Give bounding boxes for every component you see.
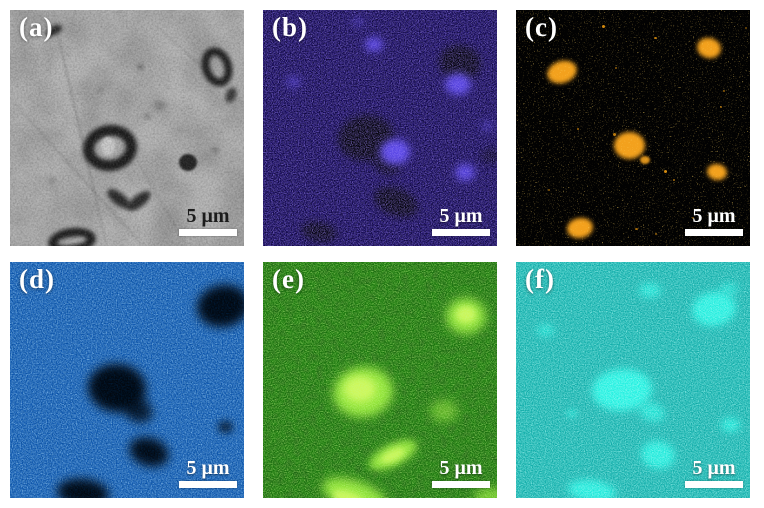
map-feature-feature: [720, 418, 740, 432]
panel-a-sem-micrograph: (a) 5 μm: [10, 10, 244, 246]
map-feature-speck: [720, 106, 722, 108]
map-feature-bright: [365, 36, 383, 52]
map-feature-core: [456, 305, 476, 323]
map-feature-feature: [640, 156, 650, 164]
map-feature-feature: [536, 323, 554, 337]
map-feature-feature: [179, 153, 197, 171]
map-feature-speck: [601, 24, 605, 28]
scale-bar-label-b: 5 μm: [439, 205, 483, 227]
map-feature-speck: [653, 37, 657, 39]
scale-bar-group-e: 5 μm: [430, 458, 492, 488]
scale-bar-label-a: 5 μm: [186, 205, 230, 227]
map-feature-feature: [720, 283, 738, 295]
map-feature-feature: [217, 421, 233, 433]
scale-bar-e: [432, 481, 490, 488]
scale-bar-group-c: 5 μm: [683, 206, 745, 236]
map-feature-bright: [352, 17, 364, 27]
map-feature-feature: [639, 282, 661, 298]
map-feature-bright: [285, 76, 301, 88]
scale-bar-group-d: 5 μm: [177, 458, 239, 488]
map-feature-feature: [46, 224, 98, 246]
scale-bar-label-e: 5 μm: [439, 457, 483, 479]
map-feature-bright: [480, 121, 494, 131]
panel-f-eds-map: (f) 5 μm: [516, 262, 750, 498]
scale-bar-b: [432, 229, 490, 236]
panel-e-eds-map: (e) 5 μm: [263, 262, 497, 498]
micrograph-canvas-e: (e) 5 μm: [263, 262, 497, 498]
scale-bar-a: [179, 229, 237, 236]
map-feature-feature: [566, 476, 618, 498]
map-feature-speck: [612, 132, 616, 136]
scale-bar-d: [179, 481, 237, 488]
scale-bar-f: [685, 481, 743, 488]
map-feature-feature: [474, 487, 497, 498]
map-feature-feature: [544, 56, 580, 88]
map-feature-feature: [49, 177, 55, 183]
map-feature-core: [344, 376, 376, 402]
map-feature-speck: [745, 27, 747, 29]
map-feature-feature: [124, 187, 154, 215]
map-feature-feature: [480, 148, 497, 164]
map-feature-feature: [369, 180, 423, 224]
map-feature-feature: [136, 64, 144, 70]
map-feature-feature: [196, 43, 238, 91]
map-feature-feature: [143, 113, 151, 119]
scale-bar-c: [685, 229, 743, 236]
map-feature-feature: [566, 408, 578, 418]
map-feature-feature: [694, 35, 724, 61]
map-feature-bright: [380, 139, 410, 165]
panel-label-d: (d): [19, 264, 55, 294]
scale-bar-group-a: 5 μm: [177, 206, 239, 236]
micrograph-canvas-d: (d) 5 μm: [10, 262, 244, 498]
map-feature-bright: [445, 73, 471, 95]
map-feature-feature: [211, 147, 219, 153]
map-feature-line: [10, 99, 154, 246]
map-feature-bright: [455, 163, 475, 181]
panel-label-c: (c): [525, 12, 558, 42]
map-feature-feature: [193, 280, 244, 332]
micrograph-canvas-f: (f) 5 μm: [516, 262, 750, 498]
scale-bar-label-d: 5 μm: [186, 457, 230, 479]
map-feature-speck: [723, 90, 725, 92]
panel-b-eds-map: (b) 5 μm: [263, 10, 497, 246]
map-feature-speck: [655, 233, 657, 235]
panel-c-eds-map: (c) 5 μm: [516, 10, 750, 246]
scale-bar-label-f: 5 μm: [692, 457, 736, 479]
map-feature-speck: [634, 228, 638, 230]
map-feature-core: [101, 137, 115, 155]
scale-bar-label-c: 5 μm: [692, 205, 736, 227]
micrograph-canvas-b: (b) 5 μm: [263, 10, 497, 246]
map-feature-speck: [673, 179, 675, 181]
panel-label-a: (a): [19, 12, 54, 42]
micrograph-canvas-c: (c) 5 μm: [516, 10, 750, 246]
map-feature-feature: [299, 219, 339, 245]
map-feature-feature: [154, 100, 166, 110]
scale-bar-group-b: 5 μm: [430, 206, 492, 236]
panel-label-e: (e): [272, 264, 305, 294]
map-feature-speck: [615, 67, 617, 69]
map-feature-speck: [663, 169, 667, 173]
map-feature-feature: [565, 215, 595, 241]
scale-bar-group-f: 5 μm: [683, 458, 745, 488]
map-feature-feature: [97, 87, 103, 93]
map-feature-feature: [638, 438, 678, 472]
panel-label-f: (f): [525, 264, 555, 294]
panel-label-b: (b): [272, 12, 308, 42]
map-feature-feature: [430, 400, 458, 422]
micrograph-canvas-a: (a) 5 μm: [10, 10, 244, 246]
map-feature-speck: [548, 189, 550, 191]
map-feature-feature: [613, 131, 645, 159]
panel-d-eds-map: (d) 5 μm: [10, 262, 244, 498]
map-feature-feature: [55, 476, 111, 498]
map-feature-feature: [705, 162, 729, 182]
map-feature-feature: [125, 432, 173, 472]
map-feature-speck: [577, 128, 579, 130]
